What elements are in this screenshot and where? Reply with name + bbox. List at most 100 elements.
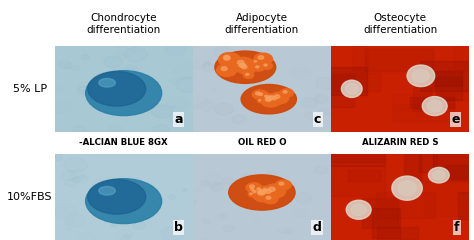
Bar — [322, 75, 354, 107]
Bar — [419, 148, 437, 172]
Circle shape — [237, 62, 256, 74]
Bar — [303, 67, 367, 95]
Circle shape — [264, 95, 268, 97]
Circle shape — [59, 61, 71, 68]
Text: e: e — [451, 113, 460, 126]
Circle shape — [258, 56, 264, 59]
Text: Chondrocyte
differentiation: Chondrocyte differentiation — [87, 13, 161, 35]
Ellipse shape — [407, 65, 435, 87]
Circle shape — [248, 187, 258, 193]
Ellipse shape — [428, 168, 449, 183]
Ellipse shape — [341, 80, 362, 97]
Circle shape — [270, 96, 273, 98]
Circle shape — [246, 183, 262, 193]
Bar — [333, 73, 380, 91]
Bar — [433, 145, 474, 180]
Circle shape — [248, 192, 256, 197]
Circle shape — [176, 77, 201, 92]
Circle shape — [261, 62, 273, 69]
Ellipse shape — [86, 71, 162, 116]
Circle shape — [254, 53, 273, 65]
Circle shape — [243, 72, 254, 78]
Ellipse shape — [99, 186, 115, 195]
Circle shape — [254, 60, 256, 62]
Circle shape — [223, 225, 234, 232]
Circle shape — [283, 91, 287, 93]
Circle shape — [261, 95, 280, 107]
Circle shape — [202, 63, 215, 72]
Circle shape — [252, 59, 261, 65]
Circle shape — [210, 183, 224, 191]
Circle shape — [232, 57, 255, 71]
Circle shape — [265, 98, 271, 101]
Bar — [416, 100, 440, 116]
Circle shape — [203, 61, 211, 66]
Circle shape — [153, 82, 158, 85]
Ellipse shape — [433, 171, 445, 180]
Circle shape — [202, 219, 210, 223]
Circle shape — [124, 234, 130, 239]
Circle shape — [284, 229, 292, 234]
Ellipse shape — [346, 84, 358, 94]
Circle shape — [266, 196, 271, 199]
Text: f: f — [454, 221, 460, 234]
Circle shape — [262, 94, 273, 100]
Bar — [454, 44, 469, 68]
Circle shape — [76, 175, 88, 183]
Ellipse shape — [215, 51, 276, 83]
Circle shape — [316, 78, 335, 90]
Circle shape — [255, 91, 269, 99]
Circle shape — [223, 177, 235, 185]
Circle shape — [265, 94, 276, 101]
Ellipse shape — [346, 200, 371, 219]
Circle shape — [214, 47, 232, 58]
Circle shape — [232, 115, 246, 123]
Circle shape — [315, 95, 328, 103]
Circle shape — [72, 65, 80, 71]
Circle shape — [72, 177, 81, 182]
Circle shape — [250, 89, 254, 91]
Circle shape — [253, 188, 275, 202]
Circle shape — [255, 189, 268, 197]
Ellipse shape — [88, 180, 146, 214]
Circle shape — [267, 97, 273, 100]
Circle shape — [239, 63, 245, 67]
Ellipse shape — [88, 72, 146, 106]
Circle shape — [199, 101, 214, 111]
Bar — [376, 192, 435, 218]
Circle shape — [190, 200, 197, 205]
Circle shape — [224, 56, 230, 60]
Bar — [413, 87, 431, 111]
Ellipse shape — [86, 179, 162, 224]
Circle shape — [267, 94, 279, 102]
Circle shape — [272, 97, 276, 100]
Circle shape — [219, 53, 241, 67]
Circle shape — [161, 227, 183, 240]
Circle shape — [263, 94, 282, 106]
Bar — [425, 181, 474, 216]
Circle shape — [237, 60, 244, 65]
Circle shape — [315, 166, 328, 174]
Text: b: b — [174, 221, 183, 234]
Circle shape — [264, 64, 267, 66]
Bar — [404, 151, 421, 183]
Text: ALIZARIN RED S: ALIZARIN RED S — [362, 138, 438, 147]
Circle shape — [301, 98, 318, 108]
Circle shape — [280, 89, 293, 97]
Circle shape — [252, 90, 267, 99]
Circle shape — [254, 186, 267, 194]
Ellipse shape — [99, 78, 115, 87]
Circle shape — [257, 188, 261, 190]
Circle shape — [275, 180, 291, 190]
Circle shape — [224, 55, 229, 59]
Circle shape — [220, 53, 238, 64]
Circle shape — [264, 96, 274, 102]
Text: -ALCIAN BLUE 8GX: -ALCIAN BLUE 8GX — [79, 138, 168, 147]
Ellipse shape — [228, 175, 295, 210]
Circle shape — [237, 61, 254, 72]
Ellipse shape — [398, 181, 416, 195]
Circle shape — [259, 190, 266, 194]
Bar — [440, 70, 474, 100]
Circle shape — [240, 64, 246, 67]
Bar — [324, 147, 385, 166]
